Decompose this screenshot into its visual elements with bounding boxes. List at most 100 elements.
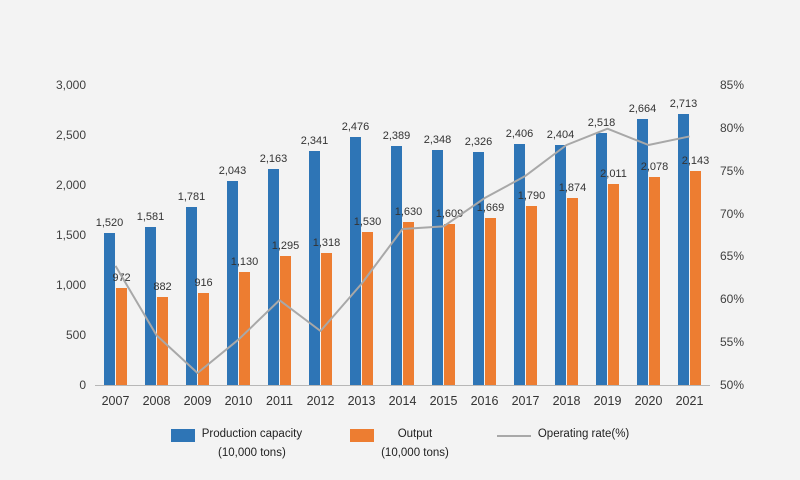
x-axis-year-label: 2014 (388, 394, 417, 408)
capacity-value-label: 2,713 (669, 97, 698, 110)
output-value-label: 1,630 (394, 206, 423, 218)
left-axis-tick-label: 1,000 (55, 278, 86, 292)
output-legend-label: Output (397, 428, 433, 440)
legend-item-production-capacity: Production capacity (10,000 tons) (170, 428, 303, 459)
output-bar (198, 293, 209, 385)
capacity-value-label: 1,781 (177, 190, 206, 203)
right-axis-tick-label: 60% (720, 292, 745, 307)
right-axis-tick-label: 85% (720, 78, 745, 92)
production-capacity-bar (514, 144, 525, 385)
capacity-value-label: 2,326 (464, 136, 493, 149)
output-value-label: 1,669 (476, 202, 505, 215)
output-value-label: 2,078 (640, 161, 669, 174)
right-axis-tick-label: 70% (720, 206, 745, 221)
production-capacity-bar (145, 226, 156, 385)
production-capacity-bar (309, 150, 320, 385)
production-capacity-bar (268, 168, 279, 385)
x-axis-year-label: 2007 (101, 394, 130, 408)
output-value-label: 882 (153, 280, 172, 293)
capacity-legend-label: Production capacity (201, 428, 303, 440)
right-axis-tick-label: 55% (720, 335, 745, 350)
capacity-legend-unit: (10,000 tons) (218, 447, 286, 459)
production-capacity-bar (473, 152, 484, 385)
output-legend-unit: (10,000 tons) (381, 447, 449, 459)
x-axis-year-label: 2021 (675, 394, 704, 408)
capacity-value-label: 2,664 (628, 102, 657, 115)
production-capacity-bar (637, 118, 648, 385)
output-bar (567, 197, 578, 385)
output-value-label: 1,318 (312, 237, 341, 250)
left-axis-tick-label: 1,500 (55, 228, 86, 242)
x-axis-year-label: 2013 (347, 394, 376, 408)
x-axis-year-label: 2020 (634, 394, 663, 408)
right-axis-tick-label: 75% (720, 163, 745, 178)
capacity-value-label: 2,163 (259, 152, 288, 165)
capacity-value-label: 1,520 (95, 217, 124, 229)
production-capacity-bar (432, 150, 443, 385)
legend: Production capacity (10,000 tons) Output… (0, 428, 800, 459)
output-value-label: 2,143 (681, 154, 710, 167)
output-value-label: 916 (194, 277, 213, 290)
x-axis-year-label: 2012 (306, 394, 335, 408)
output-bar (403, 222, 414, 385)
output-value-label: 1,530 (353, 216, 382, 228)
right-axis-tick-label: 65% (720, 249, 745, 264)
output-value-label: 2,011 (600, 167, 627, 180)
capacity-value-label: 2,518 (587, 117, 616, 130)
output-value-label: 1,609 (435, 208, 464, 221)
output-value-label: 972 (112, 271, 131, 284)
production-capacity-bar (227, 180, 238, 385)
output-bar (280, 255, 291, 385)
x-axis-year-label: 2008 (142, 394, 171, 408)
right-axis-tick-label: 50% (720, 378, 745, 392)
output-value-label: 1,874 (558, 181, 587, 194)
x-axis-year-label: 2011 (266, 394, 293, 408)
output-bar (239, 272, 250, 385)
output-bar (485, 218, 496, 385)
x-axis-year-label: 2009 (183, 394, 212, 408)
right-axis-tick-label: 80% (720, 120, 745, 135)
output-bar (690, 170, 701, 385)
output-bar (649, 177, 660, 385)
plot-area: 1,520 972 1,581 882 1,781 916 2,043 1,130 2,163 1… (95, 85, 710, 386)
output-legend-swatch (350, 429, 375, 442)
production-capacity-bar (391, 146, 402, 385)
x-axis-year-label: 2018 (552, 394, 581, 408)
x-axis-year-label: 2017 (511, 394, 540, 408)
operating-rate-legend-label: Operating rate(%) (537, 428, 630, 440)
production-capacity-bar (350, 137, 361, 385)
capacity-value-label: 2,476 (341, 121, 370, 134)
left-axis-tick-label: 0 (79, 378, 86, 392)
x-axis-year-label: 2016 (470, 394, 499, 408)
output-bar (116, 287, 127, 385)
output-bar (444, 224, 455, 385)
capacity-value-label: 2,406 (505, 128, 534, 141)
capacity-value-label: 2,404 (546, 128, 575, 141)
output-value-label: 1,790 (517, 190, 546, 202)
capacity-value-label: 2,043 (218, 164, 247, 177)
x-axis-year-label: 2015 (429, 394, 458, 408)
left-axis-tick-label: 2,000 (55, 178, 86, 192)
legend-item-operating-rate: Operating rate(%) (496, 428, 630, 440)
legend-item-output: Output (10,000 tons) (350, 428, 449, 459)
output-bar (526, 206, 537, 385)
x-axis-year-label: 2019 (593, 394, 622, 408)
capacity-value-label: 2,389 (382, 130, 411, 143)
operating-rate-legend-swatch (496, 435, 531, 437)
production-capacity-bar (104, 233, 115, 385)
output-value-label: 1,295 (271, 239, 300, 252)
capacity-value-label: 1,581 (136, 210, 165, 223)
left-axis-tick-label: 3,000 (55, 78, 86, 92)
output-bar (157, 296, 168, 385)
production-capacity-bar (186, 206, 197, 385)
output-bar (362, 232, 373, 385)
output-value-label: 1,130 (230, 256, 259, 268)
left-axis-tick-label: 2,500 (55, 128, 86, 142)
output-bar (608, 183, 619, 385)
capacity-value-label: 2,348 (423, 134, 452, 147)
output-bar (321, 253, 332, 385)
left-axis-tick-label: 500 (65, 328, 86, 342)
capacity-value-label: 2,341 (300, 134, 329, 147)
x-axis-year-label: 2010 (224, 394, 253, 408)
